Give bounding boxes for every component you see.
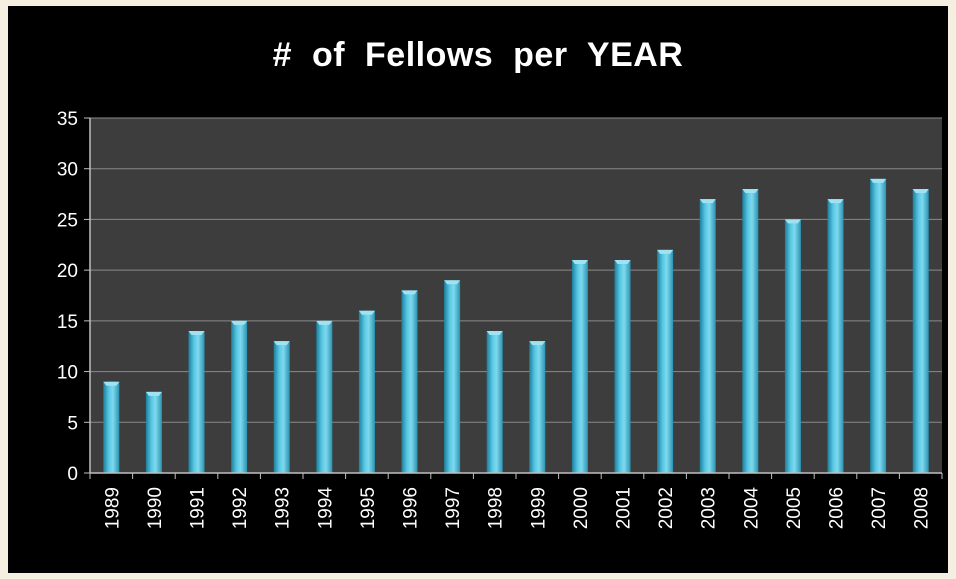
x-tick-label: 2007 <box>869 487 890 529</box>
bar <box>742 189 759 473</box>
bar <box>273 341 290 473</box>
bar <box>912 189 929 473</box>
x-tick-label: 2001 <box>614 487 635 529</box>
x-tick-label: 1991 <box>188 487 209 529</box>
x-tick-label: 2003 <box>699 487 720 529</box>
y-axis-ticks: 0 5 10 15 20 25 30 35 <box>57 109 78 485</box>
bar-cap <box>784 219 801 224</box>
y-tick-label: 20 <box>57 261 78 282</box>
bar <box>358 310 375 473</box>
bar <box>401 290 418 473</box>
x-tick-label: 1989 <box>102 487 123 529</box>
bar-cap <box>444 280 461 285</box>
bar-cap <box>870 178 887 183</box>
x-tick-label: 1999 <box>528 487 549 529</box>
chart-frame: # of Fellows per YEAR 0 5 10 15 20 25 30 35 198… <box>8 6 948 573</box>
bar <box>486 331 503 473</box>
bar <box>614 260 631 473</box>
axes <box>84 117 943 479</box>
x-tick-label: 1997 <box>443 487 464 529</box>
bar-cap <box>188 331 205 335</box>
bar-cap <box>657 249 674 254</box>
bar-cap <box>401 290 418 295</box>
bar <box>784 219 801 473</box>
bar <box>145 391 162 473</box>
bar <box>529 341 546 473</box>
bar-cap <box>699 199 716 204</box>
bar <box>231 320 248 473</box>
x-tick-label: 2005 <box>784 487 805 529</box>
bar-cap <box>145 391 162 396</box>
x-tick-label: 2006 <box>827 487 848 529</box>
x-tick-label: 2004 <box>741 487 762 530</box>
y-tick-label: 30 <box>57 160 78 181</box>
y-tick-label: 5 <box>67 413 78 434</box>
bar-cap <box>273 341 290 346</box>
bar-cap <box>486 331 503 335</box>
bar <box>444 280 461 473</box>
bar <box>827 199 844 473</box>
y-tick-label: 15 <box>57 312 78 333</box>
bar <box>103 381 120 473</box>
x-tick-label: 2000 <box>571 487 592 529</box>
x-tick-label: 1994 <box>315 487 336 530</box>
x-tick-label: 2008 <box>912 487 933 529</box>
x-tick-label: 1990 <box>145 487 166 529</box>
bar-cap <box>614 260 631 264</box>
x-tick-label: 1996 <box>401 487 422 529</box>
x-axis-ticks: 1989 1990 1991 1992 1993 1994 1995 1996 1997 1998… <box>102 487 932 530</box>
bar <box>870 178 887 473</box>
x-tick-label: 1995 <box>358 487 379 529</box>
x-tick-label: 1998 <box>486 487 507 529</box>
y-tick-label: 0 <box>67 464 78 485</box>
bar-cap <box>912 189 929 193</box>
y-tick-label: 25 <box>57 210 78 231</box>
bar <box>188 331 205 473</box>
bar <box>657 249 674 473</box>
y-tick-label: 35 <box>57 109 78 130</box>
bar-cap <box>571 260 588 264</box>
bar <box>699 199 716 473</box>
y-tick-label: 10 <box>57 363 78 384</box>
bar <box>571 260 588 473</box>
bar-cap <box>231 320 248 325</box>
bar-cap <box>103 381 120 386</box>
bar-cap <box>742 189 759 193</box>
bar-cap <box>358 310 375 315</box>
x-tick-label: 1992 <box>230 487 251 529</box>
bar-cap <box>316 320 333 325</box>
bar <box>316 320 333 473</box>
bar-cap <box>529 341 546 346</box>
plot-area <box>90 118 942 473</box>
bars <box>103 178 929 473</box>
x-tick-label: 1993 <box>273 487 294 529</box>
x-tick-label: 2002 <box>656 487 677 529</box>
bar-cap <box>827 199 844 204</box>
chart-title: # of Fellows per YEAR <box>272 36 684 74</box>
